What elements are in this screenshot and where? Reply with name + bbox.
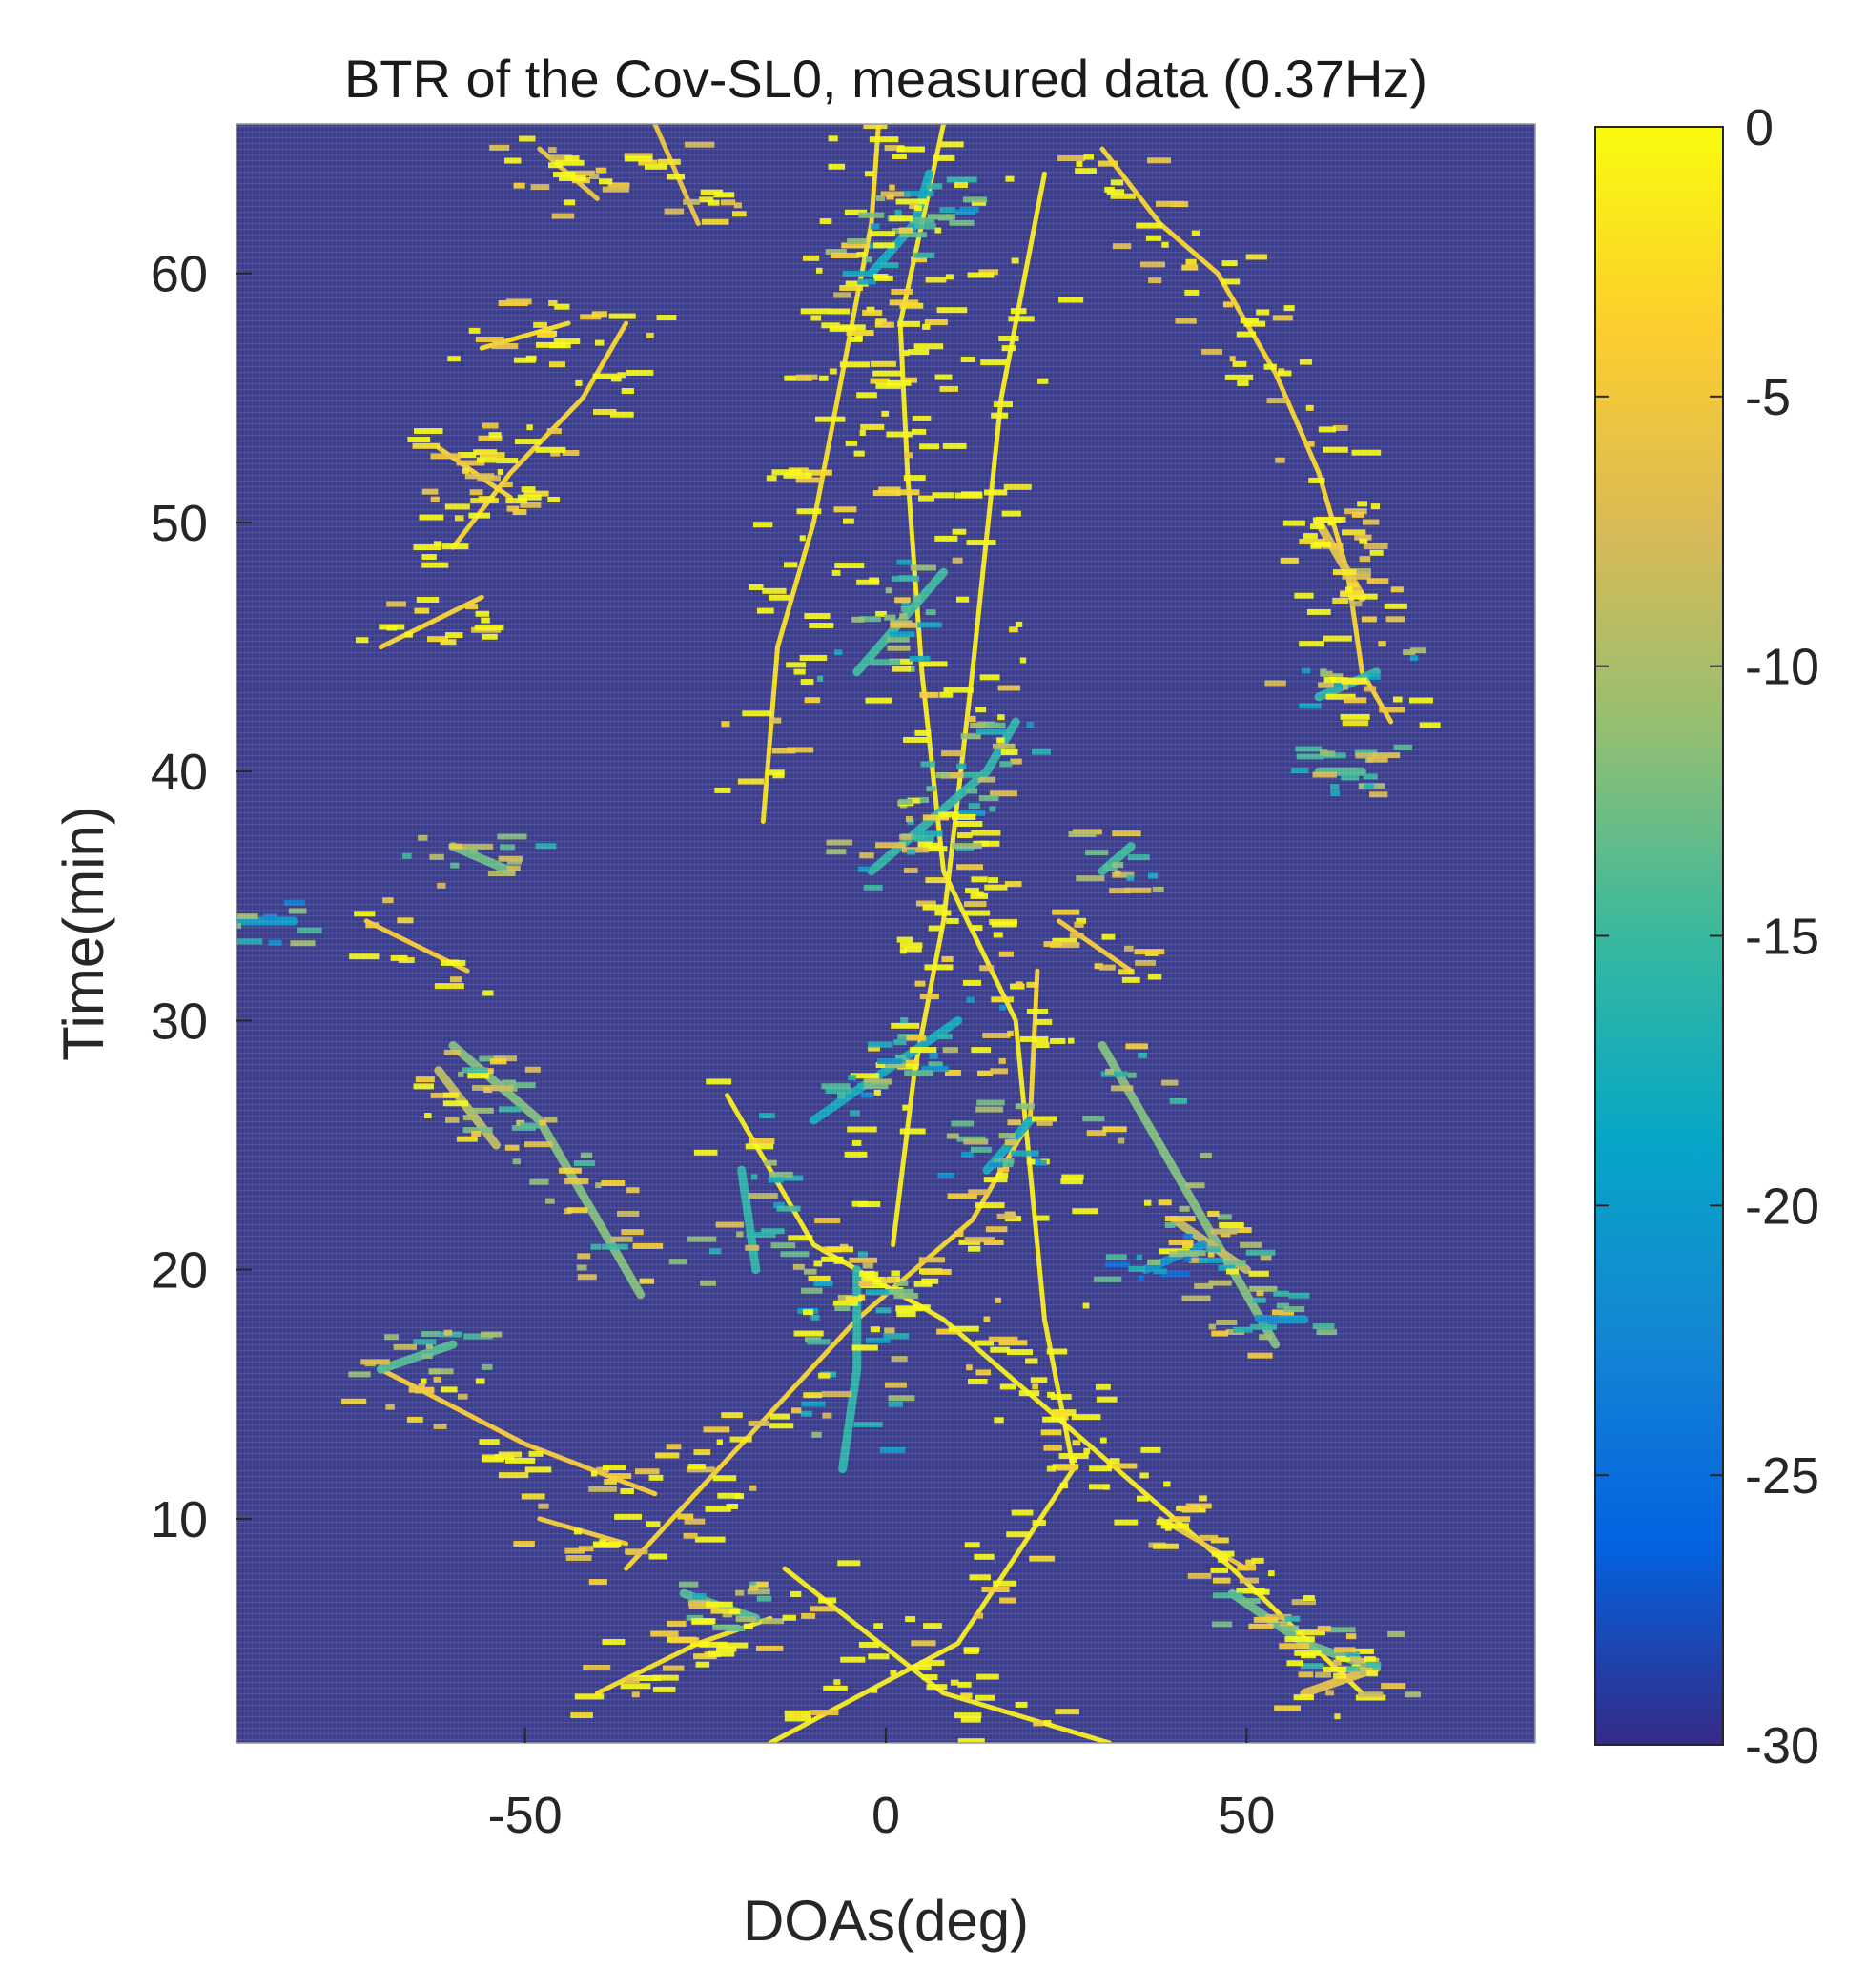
colorbar-fill [1595,127,1723,1745]
speckle [208,934,229,940]
speckle [762,1748,770,1753]
x-axis-label: DOAs(deg) [743,1889,1029,1953]
colorbar-tick-label: -10 [1745,639,1819,696]
speckle [1063,1744,1079,1750]
y-tick-label: 30 [151,993,208,1050]
x-tick-label: 50 [1218,1787,1275,1844]
colorbar: 0 -5 -10 -15 -20 -25 -30 [1594,99,1819,1774]
speckle [997,1744,1018,1750]
x-tick-label: 0 [872,1787,900,1844]
x-axis: -50 0 50 [488,1728,1275,1844]
y-tick-label: 50 [151,495,208,552]
y-tick-label: 10 [151,1491,208,1548]
colorbar-ticks: 0 -5 -10 -15 -20 -25 -30 [1595,99,1819,1774]
colorbar-tick-label: -5 [1745,369,1791,426]
colorbar-tick-label: 0 [1745,99,1774,156]
colorbar-tick-label: -15 [1745,909,1819,966]
y-tick-label: 60 [151,246,208,303]
chart-title: BTR of the Cov-SL0, measured data (0.37H… [344,49,1427,109]
y-tick-label: 20 [151,1242,208,1300]
plot-area [183,116,1536,1753]
speckle [215,912,235,917]
colorbar-tick-label: -20 [1745,1178,1819,1235]
colorbar-tick-label: -30 [1745,1717,1819,1774]
y-axis: 10 20 30 40 50 60 [151,246,252,1548]
speckle [838,116,863,122]
x-tick-label: -50 [488,1787,563,1844]
colorbar-tick-label: -25 [1745,1447,1819,1505]
heatmap-texture [236,124,1535,1743]
speckle [183,922,201,928]
speckle [218,905,236,911]
y-axis-label: Time(min) [51,806,115,1061]
y-tick-label: 40 [151,744,208,801]
